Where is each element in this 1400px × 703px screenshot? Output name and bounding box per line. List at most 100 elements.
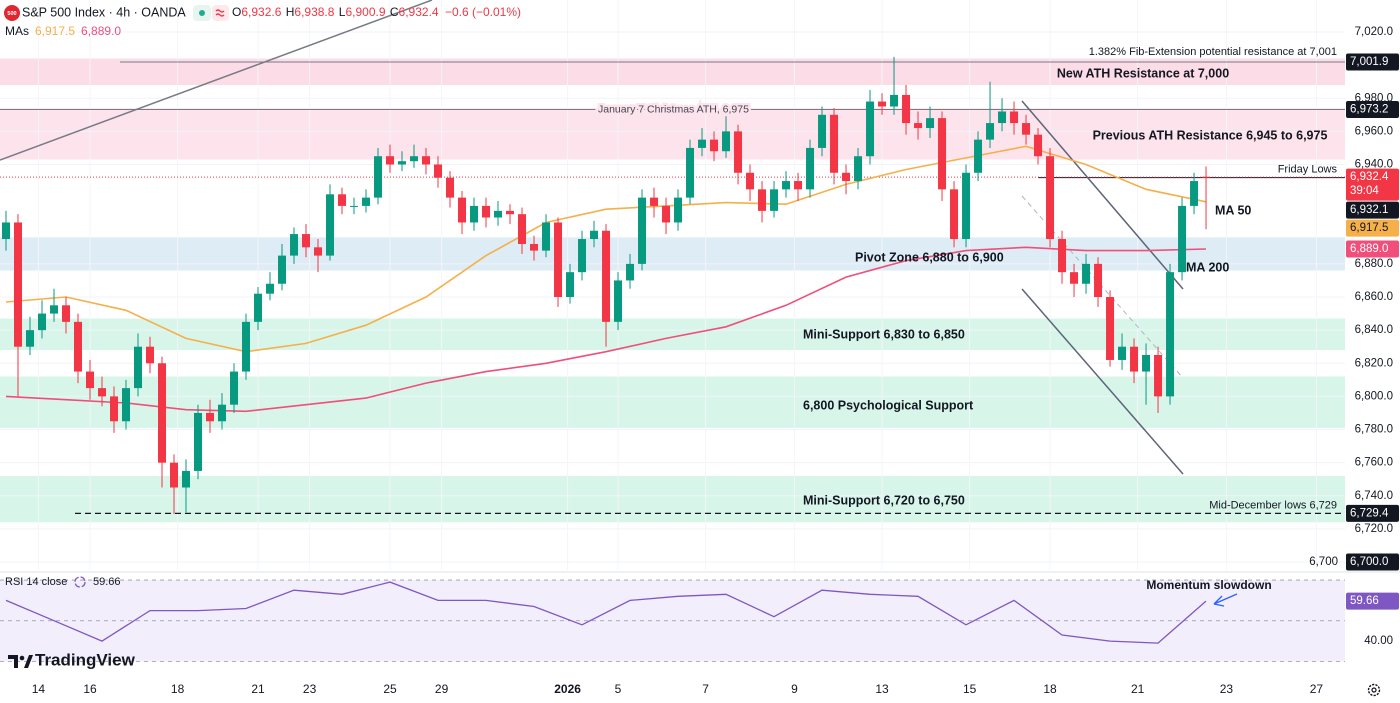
candle-body: [782, 181, 791, 190]
ohlc-value: 6,900.9: [345, 5, 385, 19]
x-tick-label: 21: [251, 682, 265, 696]
candle-body: [302, 234, 311, 248]
candle-body: [998, 111, 1007, 124]
rsi-icon[interactable]: [74, 576, 86, 588]
candle-body: [1094, 263, 1103, 298]
candle-body: [806, 147, 815, 190]
candle-body: [2, 222, 11, 240]
y-tick-label: 6,880.0: [1355, 258, 1393, 270]
gear[interactable]: [1367, 683, 1381, 697]
market-status-dot: [199, 10, 205, 16]
candle-body: [86, 371, 95, 389]
candle-body: [794, 181, 803, 190]
annotation-arrow: [1213, 593, 1238, 607]
price-badge-label: 7,001.9: [1350, 56, 1388, 68]
level-label: Friday Lows: [1278, 163, 1338, 175]
y-tick-label: 6,940.0: [1355, 159, 1393, 171]
candle-body: [974, 139, 983, 173]
price-badge-label: 6,932.4: [1350, 171, 1389, 183]
logo-mark: [24, 655, 33, 668]
candle-body: [230, 371, 239, 405]
candle-body: [530, 244, 539, 251]
rsi-value: 59.66: [93, 576, 121, 588]
x-tick-label: 29: [435, 682, 449, 696]
y-tick-label: 6,740.0: [1355, 490, 1393, 502]
rsi-line: [5, 581, 1207, 644]
ma-label: MA 50: [1215, 203, 1251, 217]
axis-layer: 14 16 18 21 23 25 29 2026 5 7 9 13 15 18 21 23 27 7,020.0…: [32, 0, 1400, 696]
candle-body: [266, 283, 275, 294]
candle-body: [926, 118, 935, 129]
price-badge: [1346, 168, 1399, 201]
candle-body: [1190, 181, 1199, 206]
candle-body: [578, 239, 587, 273]
ohlc-key: L: [339, 5, 346, 19]
candle-body: [326, 194, 335, 256]
y-tick-label: 6,700: [1309, 556, 1338, 568]
candle-body: [1010, 111, 1019, 124]
candle-body: [182, 470, 191, 488]
candle-body: [14, 222, 23, 347]
zone-label: Mini-Support 6,720 to 6,750: [803, 493, 965, 507]
ohlc-key: C: [390, 5, 399, 19]
candle-body: [1022, 123, 1031, 135]
x-tick-label: 13: [875, 682, 889, 696]
candle-body: [434, 164, 443, 178]
candle-body: [866, 101, 875, 157]
candle-body: [1166, 272, 1175, 397]
ohlc-legend: O6,932.6 H6,938.8 L6,900.9 C6,932.4 −0.6…: [232, 5, 521, 19]
candle-body: [602, 230, 611, 322]
change: −0.6 (−0.01%): [445, 5, 521, 19]
candle-body: [542, 222, 551, 251]
channel-line: [1021, 288, 1184, 475]
candle-body: [1106, 297, 1115, 360]
level-label: 1.382% Fib-Extension potential resistanc…: [1089, 46, 1337, 58]
candle-body: [362, 197, 371, 206]
price-badge: [1346, 201, 1399, 219]
zone: [0, 108, 1345, 160]
candle-body: [62, 305, 71, 322]
candle-body: [914, 123, 923, 129]
labels-layer: New ATH Resistance at 7,000 Previous ATH …: [596, 46, 1338, 511]
x-tick-label: 2026: [554, 682, 581, 696]
price-badge: [1346, 553, 1399, 571]
candle-body: [410, 156, 419, 162]
symbol-title: S&P 500 Index · 4h · OANDA: [22, 5, 186, 19]
candle-body: [950, 189, 959, 240]
price-badge-label: 6,729.4: [1350, 507, 1389, 519]
zone: [0, 475, 1345, 523]
annotation: Momentum slowdown: [1146, 578, 1271, 592]
candle-body: [278, 255, 287, 284]
levels-layer: [0, 61, 1345, 514]
candle-body: [698, 139, 707, 148]
ohlc-key: O: [232, 5, 241, 19]
price-badge: [1346, 219, 1399, 237]
logo-mark: [8, 655, 18, 668]
candle-body: [338, 194, 347, 206]
candle-body: [470, 205, 479, 223]
x-tick-label: 14: [32, 682, 46, 696]
price-badge-label: 6,889.0: [1350, 243, 1388, 255]
y-tick-label: 6,960.0: [1355, 125, 1393, 137]
y-tick-label: 7,020.0: [1355, 26, 1393, 38]
candle-body: [374, 156, 383, 198]
candle-body: [314, 247, 323, 256]
candle-body: [902, 94, 911, 124]
price-badge: [1346, 504, 1399, 522]
settings-icon[interactable]: [1367, 683, 1381, 697]
candle-body: [506, 210, 515, 215]
candle-body: [1034, 134, 1043, 157]
data-status-icon[interactable]: [212, 5, 229, 21]
rsi-title: RSI 14 close: [5, 576, 67, 588]
x-tick-label: 25: [383, 682, 397, 696]
candle-body: [734, 131, 743, 173]
y-tick-label: 6,800.0: [1355, 390, 1393, 402]
candle-body: [386, 156, 395, 165]
x-tick-label: 15: [963, 682, 977, 696]
candle-body: [674, 197, 683, 223]
candle-body: [770, 189, 779, 211]
candle-body: [1058, 239, 1067, 273]
candle-body: [98, 388, 107, 397]
price-badge-label: 6,917.5: [1350, 222, 1388, 234]
